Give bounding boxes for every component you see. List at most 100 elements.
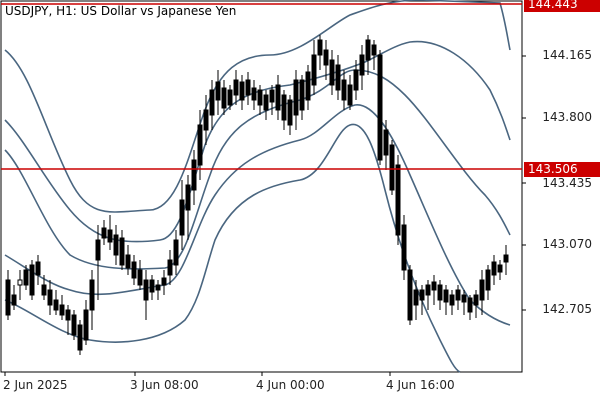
- candle-bearish: [227, 89, 233, 106]
- plot-frame: [0, 0, 523, 373]
- candle-bearish: [461, 294, 467, 303]
- candle-bearish: [449, 294, 455, 306]
- candle-bearish: [167, 259, 173, 276]
- candle-bearish: [485, 269, 491, 291]
- price-label-2: 143.800: [542, 110, 592, 124]
- candle-bearish: [389, 144, 395, 191]
- candle-bearish: [275, 84, 281, 111]
- candle-bearish: [185, 184, 191, 211]
- candle-bearish: [137, 269, 143, 286]
- time-label-1: 2 Jun 2025: [3, 378, 68, 392]
- candle-bearish: [155, 284, 161, 291]
- candle-bearish: [431, 281, 437, 291]
- candle-bearish: [59, 304, 65, 316]
- candle-bearish: [47, 289, 53, 306]
- candle-bearish: [23, 269, 29, 286]
- candle-bearish: [161, 277, 167, 286]
- candle-bearish: [143, 279, 149, 301]
- time-label-4: 4 Jun 16:00: [386, 378, 455, 392]
- candle-bearish: [281, 94, 287, 121]
- candlesticks: [5, 35, 509, 355]
- upper-outer-band: [4, 0, 511, 213]
- level-tag-upper: 144.443: [524, 0, 600, 12]
- candle-bearish: [251, 87, 257, 101]
- lower-band: [4, 104, 511, 326]
- candle-bearish: [53, 299, 59, 311]
- candle-bearish: [455, 289, 461, 301]
- candle-bearish: [443, 289, 449, 303]
- candle-bearish: [173, 239, 179, 266]
- time-axis-ticks: [4, 372, 391, 376]
- candle-bearish: [101, 227, 107, 239]
- candle-bearish: [131, 261, 137, 279]
- candle-bearish: [149, 279, 155, 293]
- price-label-5: 142.705: [542, 302, 592, 316]
- candle-bearish: [221, 87, 227, 109]
- candle-bearish: [41, 284, 47, 296]
- candle-bearish: [341, 79, 347, 101]
- bollinger-bands: [4, 0, 511, 373]
- price-label-4: 143.070: [542, 237, 592, 251]
- level-tag-lower: 143.506: [524, 162, 600, 177]
- candle-bearish: [29, 264, 35, 296]
- candle-bullish: [17, 279, 23, 286]
- candle-bearish: [233, 79, 239, 96]
- candle-bearish: [95, 239, 101, 261]
- time-label-3: 4 Jun 00:00: [256, 378, 325, 392]
- candle-bearish: [479, 279, 485, 301]
- candle-bearish: [299, 79, 305, 111]
- upper-band: [4, 40, 511, 243]
- candle-bearish: [323, 49, 329, 66]
- price-axis-ticks: [522, 55, 526, 311]
- candle-bearish: [467, 297, 473, 313]
- candle-bearish: [215, 81, 221, 101]
- candle-bearish: [179, 199, 185, 236]
- candle-bearish: [311, 54, 317, 86]
- candle-bearish: [191, 159, 197, 191]
- chart-title: USDJPY, H1: US Dollar vs Japanese Yen: [5, 4, 237, 18]
- candle-bearish: [347, 84, 353, 106]
- candle-bearish: [419, 289, 425, 301]
- candle-bearish: [497, 264, 503, 273]
- candle-bearish: [329, 59, 335, 86]
- candle-bearish: [269, 89, 275, 103]
- candle-bearish: [11, 294, 17, 306]
- candle-bearish: [335, 64, 341, 91]
- candle-bearish: [317, 39, 323, 56]
- candle-bearish: [5, 279, 11, 316]
- candle-bearish: [119, 237, 125, 266]
- candle-bearish: [395, 164, 401, 236]
- candle-bearish: [473, 294, 479, 306]
- candle-bearish: [245, 79, 251, 96]
- candle-bearish: [353, 69, 359, 91]
- candle-bearish: [491, 261, 497, 276]
- candle-bearish: [71, 314, 77, 336]
- price-label-1: 144.165: [542, 48, 592, 62]
- candle-bearish: [377, 54, 383, 161]
- candle-bearish: [89, 279, 95, 311]
- candle-bearish: [383, 129, 389, 156]
- candle-bearish: [287, 99, 293, 126]
- candle-bearish: [407, 269, 413, 321]
- candle-bearish: [65, 309, 71, 321]
- candle-bearish: [413, 289, 419, 306]
- candle-bearish: [293, 79, 299, 116]
- candle-bearish: [239, 81, 245, 101]
- candle-bearish: [503, 254, 509, 263]
- candle-bearish: [401, 224, 407, 271]
- candle-bearish: [359, 54, 365, 76]
- candle-bearish: [305, 71, 311, 101]
- candle-bearish: [437, 284, 443, 301]
- candle-bearish: [257, 89, 263, 106]
- time-label-2: 3 Jun 08:00: [130, 378, 199, 392]
- candle-bearish: [35, 261, 41, 276]
- candle-bearish: [203, 109, 209, 131]
- candle-bearish: [77, 324, 83, 351]
- candle-bearish: [125, 254, 131, 269]
- candle-bearish: [371, 44, 377, 56]
- candle-bearish: [365, 39, 371, 61]
- candle-bearish: [83, 309, 89, 341]
- candle-bearish: [113, 234, 119, 256]
